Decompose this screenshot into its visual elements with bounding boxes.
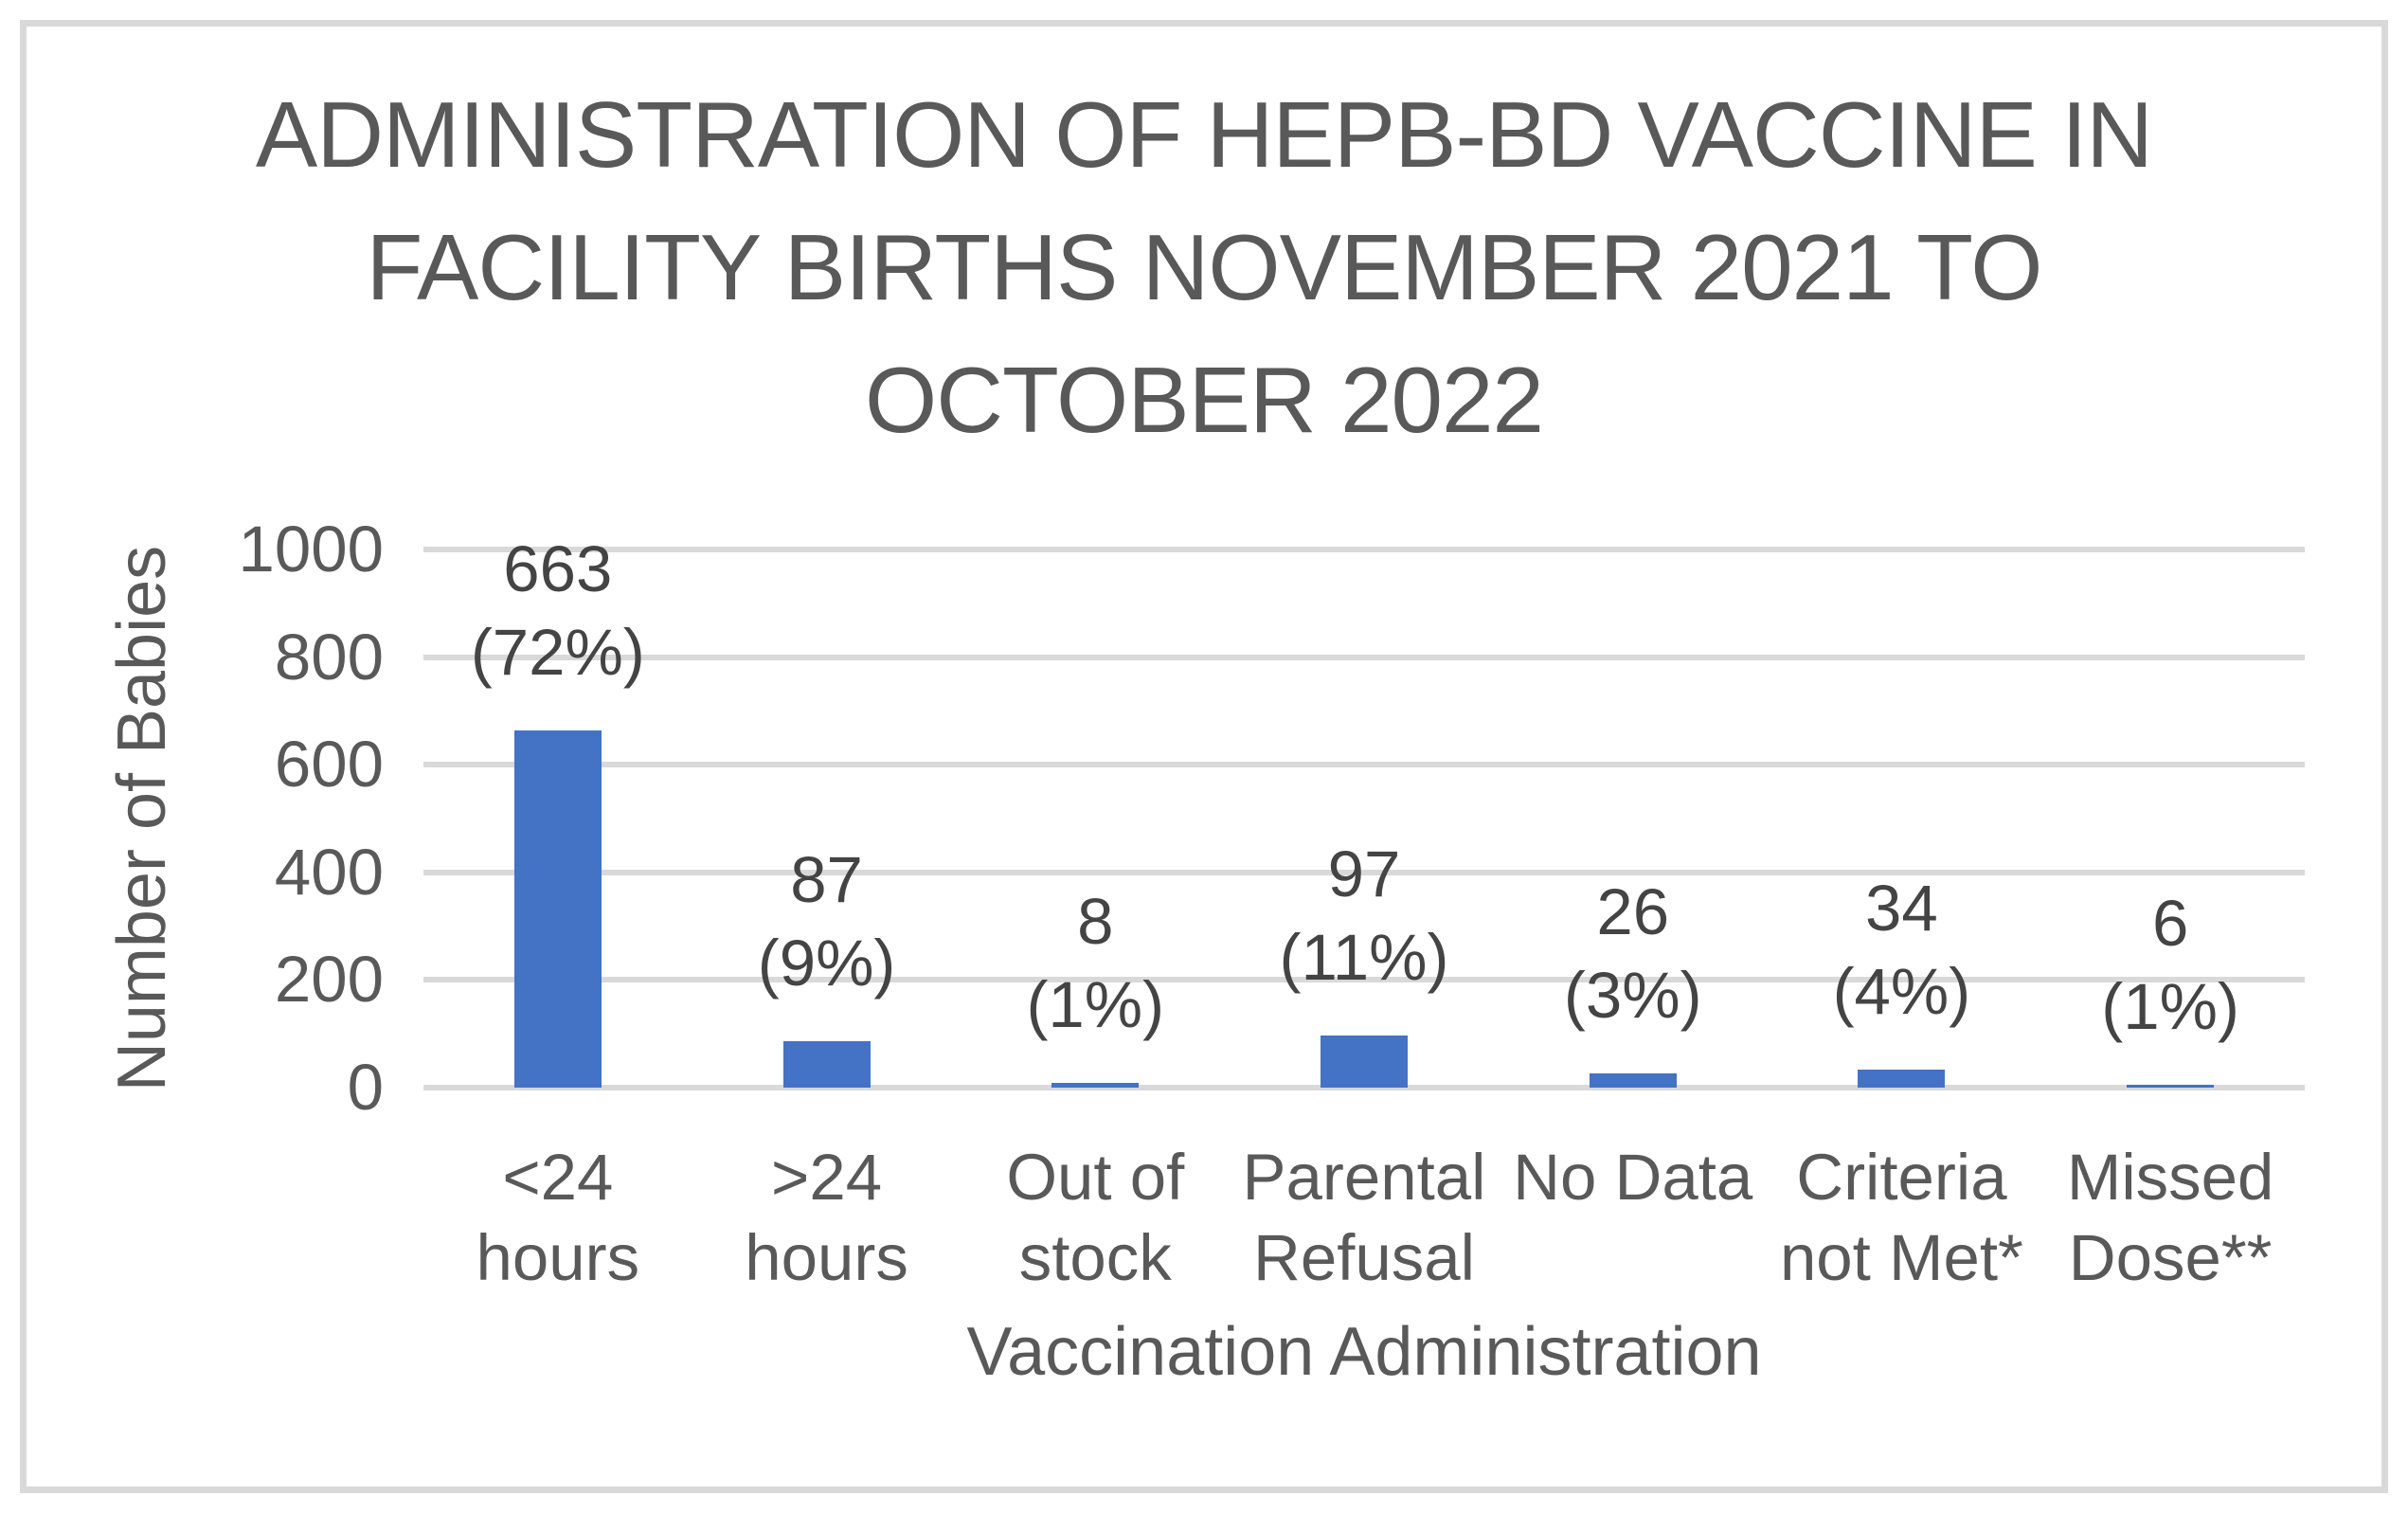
x-category-label-line-1: hours bbox=[476, 1221, 640, 1294]
chart-border-frame bbox=[20, 20, 2388, 1493]
x-category-label-line-1: hours bbox=[745, 1221, 908, 1294]
data-label-percent: (3%) bbox=[1563, 959, 1702, 1033]
bar-2 bbox=[1051, 1083, 1140, 1088]
data-label-percent: (1%) bbox=[1026, 968, 1165, 1042]
data-label-2: 8 (1%) bbox=[943, 880, 1247, 1047]
data-label-value: 97 bbox=[1327, 837, 1401, 910]
bar-5 bbox=[1858, 1069, 1946, 1088]
gridline-600 bbox=[423, 762, 2305, 768]
data-label-value: 87 bbox=[790, 842, 863, 916]
bar-3 bbox=[1321, 1035, 1408, 1088]
x-category-label-line-1: stock bbox=[1018, 1221, 1172, 1294]
x-category-label-line-0: Missed bbox=[2066, 1141, 2274, 1214]
data-label-4: 26 (3%) bbox=[1482, 871, 1785, 1037]
data-label-value: 26 bbox=[1596, 875, 1670, 949]
chart-title-line-1: ADMINISTRATION OF HEPB-BD VACCINE IN bbox=[255, 82, 2153, 187]
data-label-0: 663 (72%) bbox=[406, 528, 710, 694]
x-category-label-5: Criteria not Met* bbox=[1750, 1137, 2053, 1298]
x-axis-title: Vaccination Administration bbox=[966, 1314, 1762, 1390]
x-category-label-3: Parental Refusal bbox=[1213, 1137, 1516, 1298]
x-category-label-line-0: <24 bbox=[502, 1141, 614, 1214]
y-tick-label-200: 200 bbox=[274, 943, 384, 1017]
gridline-400 bbox=[423, 869, 2305, 875]
data-label-percent: (4%) bbox=[1832, 954, 1971, 1028]
x-category-label-line-1: Refusal bbox=[1253, 1221, 1475, 1294]
x-category-label-4: No Data bbox=[1482, 1137, 1785, 1217]
data-label-percent: (9%) bbox=[757, 926, 896, 1000]
x-category-label-line-0: Out of bbox=[1006, 1141, 1185, 1214]
x-category-label-0: <24 hours bbox=[406, 1137, 710, 1298]
x-category-label-6: Missed Dose** bbox=[2019, 1137, 2322, 1298]
x-category-label-2: Out of stock bbox=[943, 1137, 1247, 1298]
data-label-6: 6 (1%) bbox=[2019, 882, 2322, 1049]
x-category-label-line-1: not Met* bbox=[1779, 1221, 2023, 1294]
data-label-percent: (11%) bbox=[1279, 920, 1449, 994]
bar-6 bbox=[2127, 1084, 2215, 1088]
data-label-percent: (1%) bbox=[2101, 969, 2239, 1043]
data-label-value: 663 bbox=[503, 532, 613, 606]
gridline-0 bbox=[423, 1085, 2305, 1090]
data-label-value: 34 bbox=[1865, 871, 1938, 945]
chart-title-line-2: FACILITY BIRTHS NOVEMBER 2021 TO bbox=[366, 215, 2043, 319]
x-category-label-line-1: Dose** bbox=[2068, 1221, 2273, 1294]
y-tick-label-0: 0 bbox=[347, 1051, 384, 1124]
data-label-1: 87 (9%) bbox=[675, 838, 979, 1005]
gridline-800 bbox=[423, 654, 2305, 660]
bar-1 bbox=[782, 1040, 871, 1088]
bar-4 bbox=[1589, 1073, 1677, 1088]
y-tick-label-800: 800 bbox=[274, 620, 384, 693]
data-label-percent: (72%) bbox=[470, 616, 645, 690]
gridline-1000 bbox=[423, 547, 2305, 552]
data-label-value: 6 bbox=[2151, 886, 2189, 960]
data-label-value: 8 bbox=[1077, 885, 1114, 959]
x-category-label-line-0: No Data bbox=[1513, 1141, 1753, 1214]
chart-title-line-3: OCTOBER 2022 bbox=[864, 348, 1544, 452]
x-category-label-line-0: >24 bbox=[771, 1141, 883, 1214]
data-label-5: 34 (4%) bbox=[1750, 867, 2053, 1034]
bar-0 bbox=[513, 730, 602, 1088]
y-tick-label-1000: 1000 bbox=[238, 513, 385, 585]
gridline-200 bbox=[423, 977, 2305, 983]
data-label-3: 97 (11%) bbox=[1213, 833, 1516, 1000]
x-category-label-1: >24 hours bbox=[675, 1137, 979, 1298]
x-category-label-line-0: Parental bbox=[1242, 1141, 1486, 1214]
chart-title: ADMINISTRATION OF HEPB-BD VACCINE IN FAC… bbox=[0, 68, 2408, 466]
x-category-label-line-0: Criteria bbox=[1796, 1141, 2007, 1214]
y-tick-label-600: 600 bbox=[274, 728, 384, 802]
y-tick-label-400: 400 bbox=[274, 835, 384, 909]
